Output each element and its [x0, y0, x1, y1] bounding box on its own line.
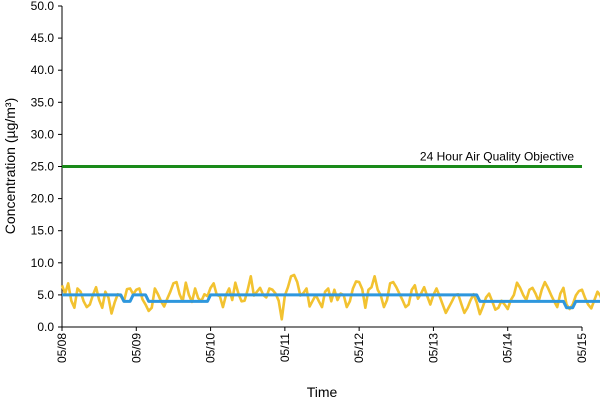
y-tick-label: 5.0 — [37, 288, 54, 302]
y-tick-label: 45.0 — [31, 31, 55, 45]
y-tick-label: 25.0 — [31, 160, 55, 174]
x-tick-label: 05/11 — [278, 333, 292, 362]
x-tick-label: 05/13 — [426, 333, 440, 363]
y-tick-label: 50.0 — [31, 0, 55, 13]
x-tick-label: 05/14 — [501, 333, 515, 363]
x-tick-label: 05/10 — [204, 333, 218, 363]
x-tick-label: 05/09 — [129, 333, 143, 363]
y-tick-label: 0.0 — [37, 320, 54, 334]
y-axis: 0.0 5.0 10.0 15.0 20.0 25.0 30.0 35.0 40.0 45.0 50… — [31, 0, 63, 334]
y-axis-title: Concentration (µg/m³) — [2, 98, 18, 234]
y-tick-label: 30.0 — [31, 127, 55, 141]
x-tick-label: 05/08 — [55, 333, 69, 363]
y-tick-label: 10.0 — [31, 256, 55, 270]
x-tick-label: 05/15 — [575, 333, 589, 363]
y-tick-label: 40.0 — [31, 63, 55, 77]
series-line-daily_average — [62, 293, 600, 310]
x-axis: 05/08 05/09 05/10 05/11 05/12 05/13 05/14 05/15 — [55, 326, 589, 363]
y-tick-label: 15.0 — [31, 224, 55, 238]
y-tick-label: 35.0 — [31, 95, 55, 109]
y-tick-label: 20.0 — [31, 192, 55, 206]
objective-label: 24 Hour Air Quality Objective — [420, 150, 574, 164]
series-layer — [60, 165, 600, 321]
series-line-hourly — [60, 273, 600, 321]
x-axis-title: Time — [307, 384, 338, 400]
annotation-layer: 24 Hour Air Quality Objective — [420, 150, 574, 164]
x-tick-label: 05/12 — [352, 333, 366, 363]
